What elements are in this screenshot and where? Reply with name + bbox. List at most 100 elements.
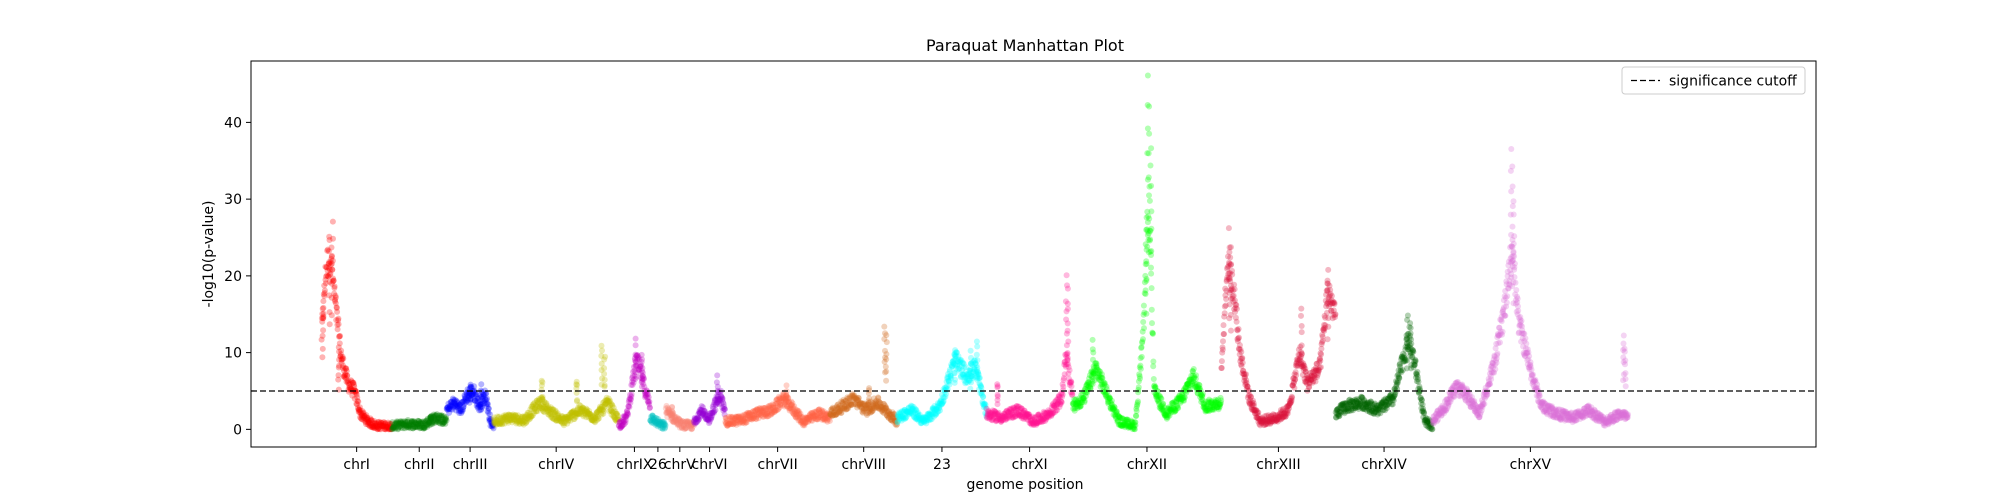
data-point (474, 401, 481, 408)
data-point (539, 379, 546, 386)
data-point (363, 416, 370, 423)
data-point (417, 424, 424, 431)
data-point (444, 406, 451, 413)
data-point (1243, 371, 1249, 378)
data-point (598, 342, 605, 349)
data-point (1324, 336, 1331, 343)
x-tick-label: chrII (404, 457, 435, 473)
data-point (334, 321, 341, 328)
data-point (366, 420, 373, 427)
data-point (428, 415, 435, 422)
data-point (1150, 376, 1157, 382)
data-point (335, 386, 342, 393)
data-point (395, 419, 402, 426)
data-point (425, 417, 432, 424)
data-point (493, 418, 499, 425)
data-point (479, 395, 486, 402)
data-point (363, 421, 370, 428)
data-point (490, 416, 497, 423)
x-tick-label: chrIV (538, 457, 574, 473)
data-point (1324, 300, 1331, 307)
data-point (467, 381, 474, 388)
data-point (323, 264, 330, 271)
data-point (669, 403, 675, 410)
data-point (365, 419, 372, 426)
data-point (499, 421, 505, 428)
data-point (414, 417, 421, 424)
data-point (1502, 312, 1509, 319)
data-point (329, 266, 336, 273)
data-point (375, 425, 382, 432)
data-point (319, 332, 326, 339)
data-point (455, 400, 462, 407)
data-point (339, 365, 346, 371)
data-point (325, 273, 332, 280)
data-point (326, 237, 333, 243)
data-point (358, 410, 365, 417)
data-point (1233, 305, 1240, 312)
chromosome-series (490, 342, 622, 429)
data-point (435, 414, 442, 421)
data-point (327, 261, 334, 268)
data-point (490, 422, 497, 428)
data-point (340, 355, 347, 362)
data-point (482, 391, 489, 398)
data-point (1218, 397, 1225, 404)
data-point (390, 425, 397, 432)
data-point (398, 419, 405, 426)
data-point (353, 400, 360, 407)
data-point (456, 408, 462, 414)
data-point (370, 423, 377, 430)
data-point (447, 403, 453, 410)
data-point (372, 422, 378, 429)
data-point (425, 419, 432, 426)
data-point (371, 418, 378, 425)
data-point (713, 379, 720, 386)
data-point (398, 420, 405, 427)
data-point (496, 420, 503, 427)
data-point (431, 414, 438, 421)
data-point (365, 419, 372, 426)
data-point (952, 376, 958, 383)
data-point (1515, 307, 1522, 314)
data-point (318, 315, 325, 322)
data-point (336, 362, 343, 369)
data-point (492, 421, 499, 428)
data-point (460, 404, 467, 411)
data-point (434, 416, 441, 423)
data-point (1293, 372, 1300, 379)
data-point (1503, 299, 1510, 306)
data-point (415, 423, 422, 430)
data-point (404, 418, 411, 425)
data-point (1509, 163, 1516, 170)
data-point (433, 412, 440, 419)
data-point (459, 408, 466, 415)
data-point (1325, 266, 1332, 273)
data-point (381, 421, 388, 428)
data-point (428, 420, 435, 427)
data-point (395, 426, 401, 433)
x-tick-label: chrXIV (1361, 457, 1407, 473)
data-point (433, 412, 440, 419)
data-point (435, 417, 442, 424)
data-point (482, 396, 489, 403)
data-point (438, 413, 445, 420)
data-point (447, 406, 454, 413)
data-point (453, 401, 459, 408)
data-point (402, 419, 409, 425)
data-point (335, 315, 342, 322)
data-point (484, 401, 491, 408)
data-point (330, 277, 337, 284)
data-point (431, 413, 438, 420)
data-point (1291, 384, 1298, 391)
data-point (437, 420, 444, 427)
data-point (389, 419, 396, 426)
data-point (480, 397, 487, 404)
data-point (1058, 399, 1065, 406)
data-point (333, 317, 340, 323)
data-point (347, 384, 354, 390)
data-point (391, 423, 398, 430)
data-point (320, 327, 327, 334)
data-point (1511, 266, 1518, 273)
data-point (1510, 211, 1517, 218)
